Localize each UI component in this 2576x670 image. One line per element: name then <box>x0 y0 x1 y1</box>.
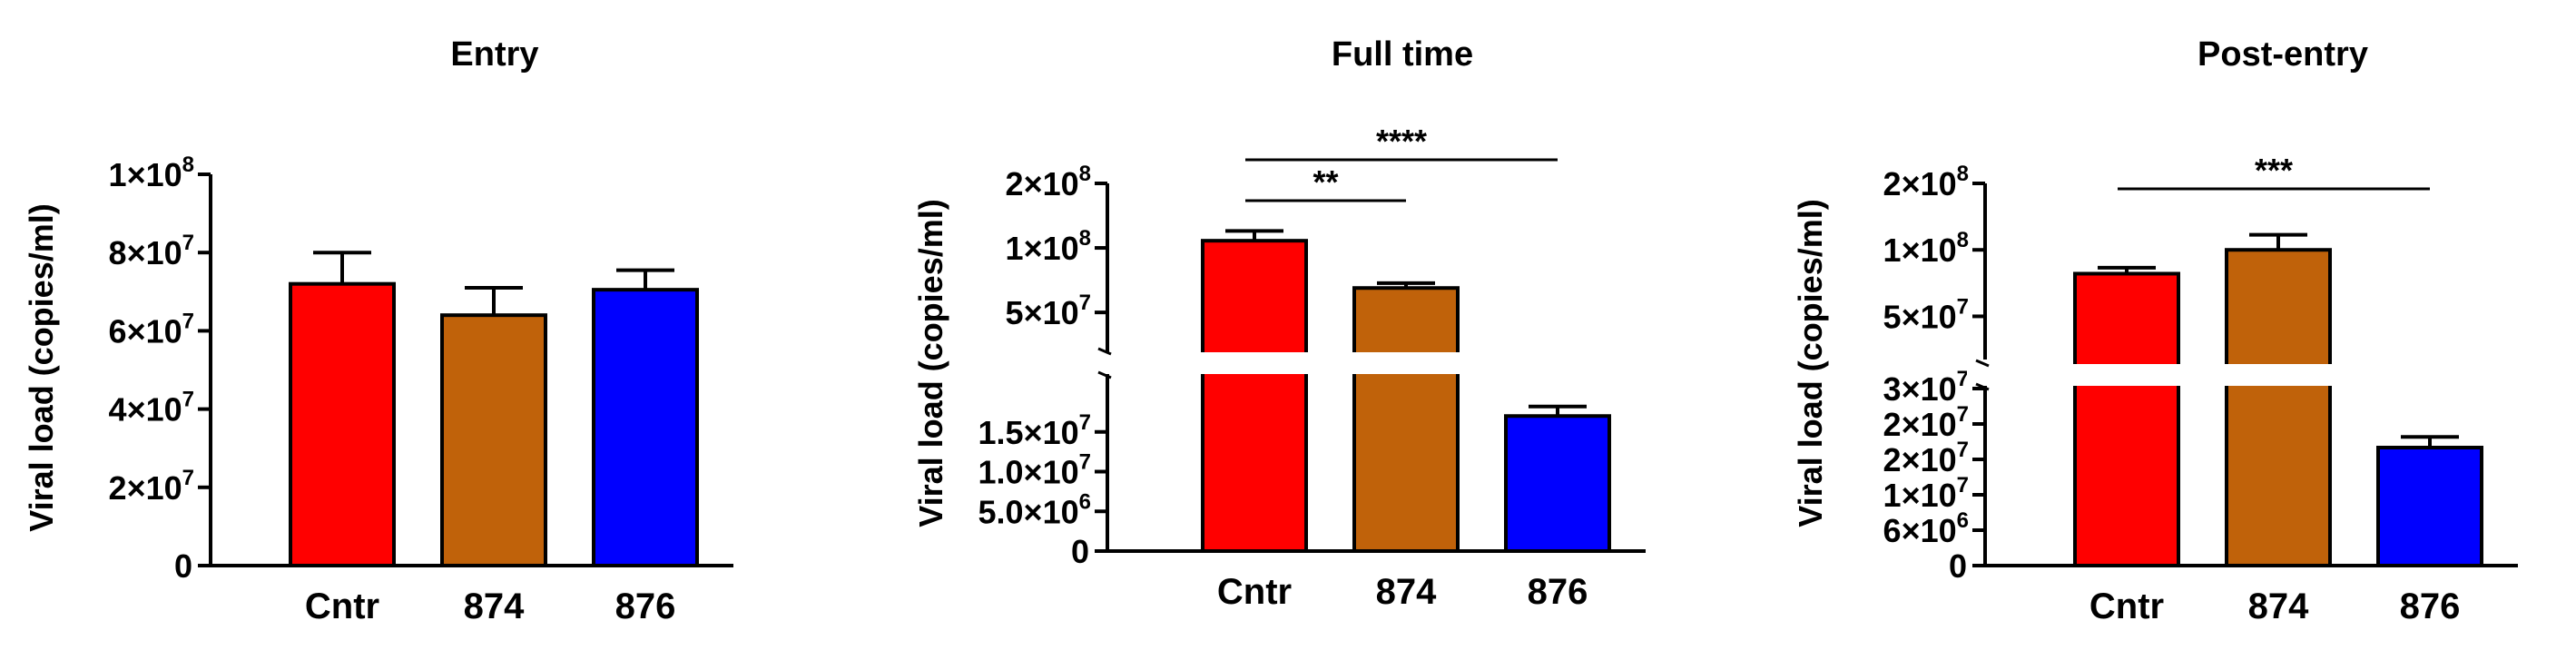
axis-break-gap <box>1089 352 1637 374</box>
axis-break-mark <box>1975 382 1990 391</box>
bar-874 <box>2225 248 2332 567</box>
bar-876 <box>592 288 699 567</box>
x-tick-label: 874 <box>2248 586 2309 626</box>
x-tick-label: 876 <box>2400 586 2461 626</box>
bar-874 <box>1352 286 1460 553</box>
y-tick-label: 5.0×106 <box>978 489 1091 530</box>
x-tick-label: Cntr <box>1217 572 1292 612</box>
y-tick-label: 1×108 <box>109 153 194 193</box>
bar-876 <box>2376 446 2483 567</box>
bar-Cntr <box>2073 271 2180 567</box>
chart-title: Entry <box>450 35 538 74</box>
y-tick-label: 0 <box>1071 533 1089 570</box>
bar-876 <box>1504 414 1611 553</box>
significance-label: ** <box>1313 163 1338 201</box>
x-tick-label: 876 <box>1528 572 1588 612</box>
chart-panel-1: Entry Viral load (copies/ml) 0 2×107 4×107 6×… <box>23 35 733 626</box>
significance-label: **** <box>1376 123 1427 160</box>
axis-break-mark <box>1097 370 1112 379</box>
significance-label: *** <box>2255 152 2293 189</box>
y-tick-label: 3×107 <box>1883 367 1969 408</box>
chart-title: Post-entry <box>2197 35 2368 74</box>
y-tick-label: 5×107 <box>1883 294 1969 335</box>
y-axis-label: Viral load (copies/ml) <box>23 203 60 531</box>
y-tick-label: 1×108 <box>1883 228 1969 269</box>
y-tick-label: 2×108 <box>1883 162 1969 202</box>
y-tick-label: 6×106 <box>1883 508 1969 549</box>
x-tick-label: 874 <box>1376 572 1437 612</box>
bar-874 <box>440 313 547 567</box>
y-tick-label: 8×107 <box>109 231 194 271</box>
x-tick-label: Cntr <box>2089 586 2164 626</box>
y-tick-label: 1×107 <box>1883 473 1969 514</box>
y-tick-label: 1.5×107 <box>978 410 1091 451</box>
y-axis-label: Viral load (copies/ml) <box>912 199 949 527</box>
axis-break-mark <box>1097 347 1112 356</box>
y-tick-label: 2×107 <box>109 466 194 507</box>
x-tick-label: 874 <box>464 586 525 626</box>
x-tick-label: Cntr <box>305 586 379 626</box>
y-tick-label: 2×108 <box>1006 162 1091 202</box>
bar-Cntr <box>289 281 396 567</box>
y-tick-label: 0 <box>1949 547 1967 585</box>
y-tick-label: 1×108 <box>1006 226 1091 267</box>
y-tick-label: 2×107 <box>1883 438 1969 478</box>
y-tick-label: 0 <box>174 547 192 585</box>
axis-break-mark <box>1975 359 1990 368</box>
x-tick-label: 876 <box>615 586 676 626</box>
y-tick-label: 4×107 <box>109 388 194 429</box>
chart-title: Full time <box>1332 35 1473 74</box>
bar-Cntr <box>1201 239 1308 553</box>
y-tick-label: 1.0×107 <box>978 450 1091 491</box>
y-tick-label: 6×107 <box>109 309 194 350</box>
y-tick-label: 5×107 <box>1006 291 1091 331</box>
axis-break-gap <box>1967 364 2509 386</box>
y-tick-label: 2×107 <box>1883 402 1969 443</box>
y-axis-label: Viral load (copies/ml) <box>1792 199 1829 527</box>
